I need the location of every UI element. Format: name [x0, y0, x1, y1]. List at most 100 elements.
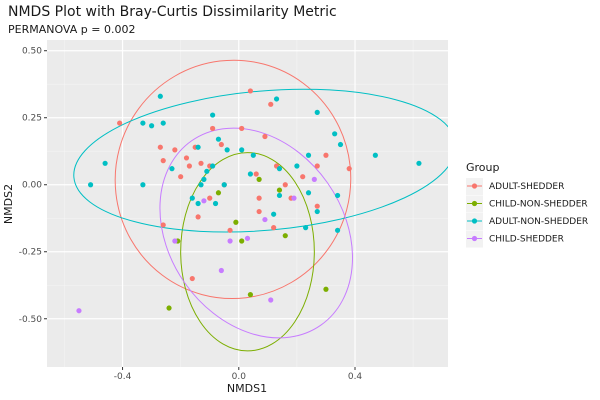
point-adult-non-shedder: [314, 109, 320, 115]
point-adult-shedder: [247, 88, 254, 94]
point-child-non-shedder: [256, 176, 262, 182]
point-adult-non-shedder: [276, 192, 283, 199]
point-adult-shedder: [323, 152, 329, 158]
ellipse-child-non-shedder: [180, 152, 315, 352]
point-adult-non-shedder: [332, 131, 338, 137]
point-child-shedder: [244, 235, 251, 241]
point-adult-non-shedder: [372, 152, 378, 158]
point-adult-non-shedder: [303, 225, 309, 231]
point-child-non-shedder: [323, 286, 329, 292]
point-adult-shedder: [195, 214, 201, 220]
point-child-shedder: [201, 198, 207, 204]
y-tick-label: 0.50: [22, 47, 42, 57]
point-adult-shedder: [189, 275, 195, 282]
point-child-non-shedder: [239, 238, 245, 244]
point-adult-shedder: [157, 144, 163, 150]
point-adult-shedder: [178, 174, 184, 180]
point-adult-shedder: [256, 208, 262, 215]
point-adult-shedder: [183, 155, 190, 161]
point-adult-non-shedder: [189, 195, 195, 201]
point-adult-shedder: [117, 120, 123, 126]
x-tick-label: 0.4: [348, 372, 363, 382]
point-adult-non-shedder: [273, 96, 280, 102]
point-adult-non-shedder: [210, 112, 216, 118]
point-adult-shedder: [186, 163, 192, 169]
point-child-shedder: [311, 176, 317, 182]
point-child-shedder: [262, 216, 268, 223]
ellipses-layer: [73, 59, 448, 352]
point-adult-non-shedder: [160, 120, 166, 126]
point-child-shedder: [227, 238, 233, 244]
point-adult-shedder: [160, 158, 166, 164]
point-adult-non-shedder: [416, 160, 422, 166]
point-adult-non-shedder: [140, 182, 146, 188]
point-child-non-shedder: [215, 190, 222, 196]
point-adult-non-shedder: [276, 166, 283, 172]
point-child-non-shedder: [276, 187, 283, 193]
plot-panel: [47, 40, 448, 367]
point-adult-non-shedder: [215, 136, 222, 142]
point-child-shedder: [291, 195, 297, 201]
point-adult-shedder: [207, 195, 213, 201]
chart-title: NMDS Plot with Bray-Curtis Dissimilarity…: [8, 4, 337, 20]
points-layer: [76, 88, 422, 314]
point-adult-non-shedder: [239, 147, 245, 153]
point-adult-shedder: [256, 195, 262, 201]
point-adult-shedder: [262, 133, 268, 140]
point-child-shedder: [268, 297, 274, 303]
point-adult-shedder: [198, 160, 204, 166]
x-tick-label: 0.0: [232, 372, 247, 382]
point-adult-shedder: [282, 182, 288, 188]
x-axis-ticks: -0.4 0.0 0.4: [114, 367, 363, 382]
point-adult-shedder: [300, 174, 306, 180]
point-adult-non-shedder: [212, 200, 219, 207]
legend-label-adult-non-shedder: ADULT-NON-SHEDDER: [489, 217, 588, 227]
y-axis-title: NMDS2: [2, 184, 15, 224]
x-tick-label: -0.4: [114, 372, 132, 382]
point-adult-non-shedder: [294, 163, 300, 169]
point-adult-shedder: [314, 203, 320, 209]
minor-gridlines: [47, 40, 448, 367]
legend-key-point: [471, 200, 478, 207]
point-adult-non-shedder: [157, 93, 163, 99]
point-adult-non-shedder: [198, 182, 204, 188]
point-child-non-shedder: [233, 219, 239, 225]
y-tick-label: 0.00: [22, 181, 42, 191]
point-adult-non-shedder: [305, 152, 312, 158]
point-adult-shedder: [253, 171, 259, 177]
point-adult-non-shedder: [149, 123, 155, 129]
point-adult-non-shedder: [224, 147, 230, 153]
legend-label-child-shedder: CHILD-SHEDDER: [489, 235, 564, 245]
ellipse-adult-shedder: [114, 59, 352, 300]
legend-label-child-non-shedder: CHILD-NON-SHEDDER: [489, 200, 588, 210]
point-adult-non-shedder: [221, 182, 227, 188]
legend-label-adult-shedder: ADULT-SHEDDER: [489, 182, 564, 192]
legend-key-point: [471, 218, 478, 224]
point-adult-shedder: [218, 141, 224, 148]
y-axis-ticks: -0.50 -0.25 0.00 0.25 0.50: [19, 47, 47, 325]
ellipse-child-shedder: [159, 127, 353, 339]
point-adult-non-shedder: [314, 208, 320, 215]
point-adult-shedder: [160, 222, 166, 228]
point-child-shedder: [76, 308, 82, 314]
point-adult-non-shedder: [195, 200, 201, 207]
ellipse-adult-non-shedder: [73, 88, 448, 233]
legend: Group ADULT-SHEDDER CHILD-NON-SHEDDER ADUL…: [466, 161, 588, 248]
point-adult-non-shedder: [271, 211, 277, 217]
chart-subtitle: PERMANOVA p = 0.002: [8, 23, 135, 36]
point-adult-non-shedder: [87, 182, 94, 188]
point-adult-non-shedder: [195, 144, 201, 150]
point-adult-shedder: [210, 125, 216, 132]
y-tick-label: -0.50: [19, 315, 43, 325]
legend-key-point: [471, 235, 478, 242]
point-child-shedder: [172, 238, 178, 244]
point-adult-non-shedder: [250, 152, 256, 158]
point-adult-non-shedder: [337, 141, 344, 148]
legend-key-point: [471, 183, 478, 189]
point-adult-non-shedder: [140, 120, 146, 126]
point-adult-non-shedder: [334, 192, 341, 199]
point-adult-shedder: [314, 163, 320, 169]
point-child-non-shedder: [247, 292, 254, 298]
x-axis-title: NMDS1: [227, 382, 267, 395]
